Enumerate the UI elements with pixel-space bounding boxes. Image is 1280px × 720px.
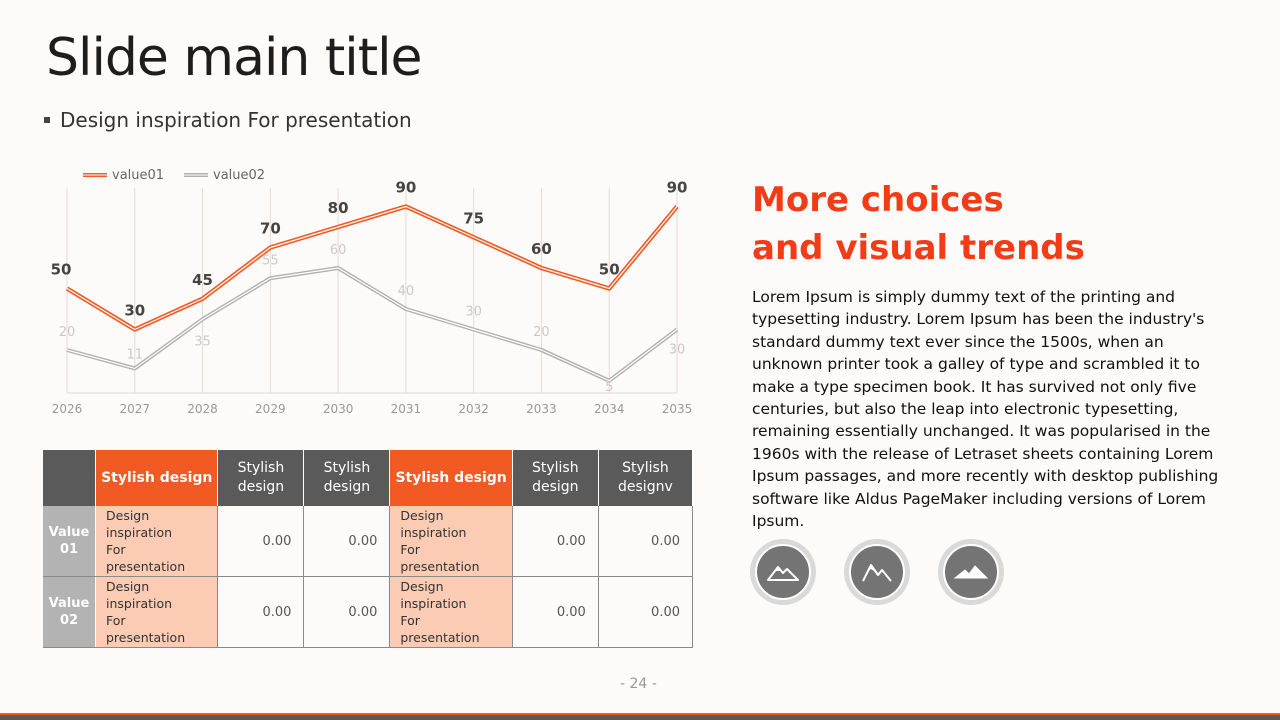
table-cell: 0.00: [303, 576, 391, 648]
data-label-value01: 30: [124, 302, 145, 320]
data-label-value01: 75: [463, 209, 484, 227]
icon-row: [750, 539, 1004, 605]
side-body-text: Lorem Ipsum is simply dummy text of the …: [752, 288, 1219, 531]
data-label-value01: 50: [599, 261, 620, 279]
table-header: Stylish design: [512, 450, 599, 506]
slide-title: Slide main title: [46, 28, 423, 88]
table-header-row: Stylish design Stylish design Stylish de…: [43, 450, 694, 506]
legend-label: value01: [112, 168, 164, 183]
page-number: - 24 -: [620, 676, 657, 692]
table-cell: 0.00: [303, 506, 391, 577]
data-label-value02: 60: [330, 243, 347, 258]
bottom-bar: [0, 713, 1280, 720]
x-tick-label: 2035: [662, 402, 693, 416]
series-line-value02: [66, 266, 679, 383]
table-header: Stylish design: [303, 450, 391, 506]
x-tick-label: 2031: [391, 402, 422, 416]
data-label-value02: 35: [194, 334, 211, 349]
data-label-value01: 80: [328, 199, 349, 217]
table-cell: 0.00: [217, 506, 305, 577]
slide-subtitle: Design inspiration For presentation: [44, 108, 412, 132]
table-cell: Design inspiration For presentation: [389, 576, 513, 648]
line-chart: 503045708090756050902011355560403020530 …: [51, 168, 693, 416]
x-tick-label: 2029: [255, 402, 286, 416]
row-label: Value 02: [43, 576, 96, 648]
side-heading-line1: More choices: [752, 180, 1004, 220]
table-row: Value 02 Design inspiration For presentat…: [43, 576, 694, 648]
table-cell: 0.00: [512, 576, 599, 648]
data-label-value01: 45: [192, 271, 213, 289]
x-tick-label: 2034: [594, 402, 625, 416]
mountain-icon[interactable]: [938, 539, 1004, 605]
table-cell: 0.00: [598, 576, 694, 648]
table-cell: Design inspiration For presentation: [95, 506, 219, 577]
row-label: Value 01: [43, 506, 96, 577]
table-cell: 0.00: [512, 506, 599, 577]
side-heading-line2: and visual trends: [752, 228, 1085, 268]
x-tick-label: 2026: [52, 402, 83, 416]
series-line-value01: [65, 204, 679, 332]
series-line-value01-inner: [66, 205, 678, 331]
legend-label: value02: [213, 168, 265, 183]
data-label-value02: 11: [127, 347, 144, 362]
data-label-value02: 30: [465, 305, 482, 320]
table-cell: 0.00: [598, 506, 694, 577]
data-label-value02: 30: [669, 343, 686, 358]
table-header: Stylish designv: [598, 450, 694, 506]
table-header: Stylish design: [217, 450, 305, 506]
data-label-value02: 40: [398, 284, 415, 299]
x-tick-label: 2027: [120, 402, 151, 416]
x-tick-label: 2030: [323, 402, 354, 416]
side-heading: More choices and visual trends: [752, 176, 1085, 272]
series-line-value02-inner: [66, 267, 678, 382]
data-label-value02: 55: [262, 253, 279, 268]
table-header: Stylish design: [95, 450, 219, 506]
table-cell: Design inspiration For presentation: [389, 506, 513, 577]
mountain-icon[interactable]: [750, 539, 816, 605]
x-tick-label: 2032: [458, 402, 489, 416]
data-label-value01: 90: [395, 179, 416, 197]
subtitle-text: Design inspiration For presentation: [60, 108, 412, 132]
x-tick-label: 2028: [187, 402, 218, 416]
data-label-value02: 20: [59, 325, 76, 340]
table-cell: Design inspiration For presentation: [95, 576, 219, 648]
data-table: Stylish design Stylish design Stylish de…: [43, 450, 694, 648]
table-header: Stylish design: [389, 450, 513, 506]
data-label-value02: 20: [533, 325, 550, 340]
data-label-value02: 5: [605, 380, 613, 395]
data-label-value01: 60: [531, 240, 552, 258]
table-header-blank: [43, 450, 96, 506]
data-label-value01: 70: [260, 220, 281, 238]
table-cell: 0.00: [217, 576, 305, 648]
data-label-value01: 90: [667, 179, 688, 197]
mountain-icon[interactable]: [844, 539, 910, 605]
x-tick-label: 2033: [526, 402, 557, 416]
bullet-icon: [44, 117, 50, 123]
table-row: Value 01 Design inspiration For presentat…: [43, 506, 694, 577]
data-label-value01: 50: [51, 261, 72, 279]
